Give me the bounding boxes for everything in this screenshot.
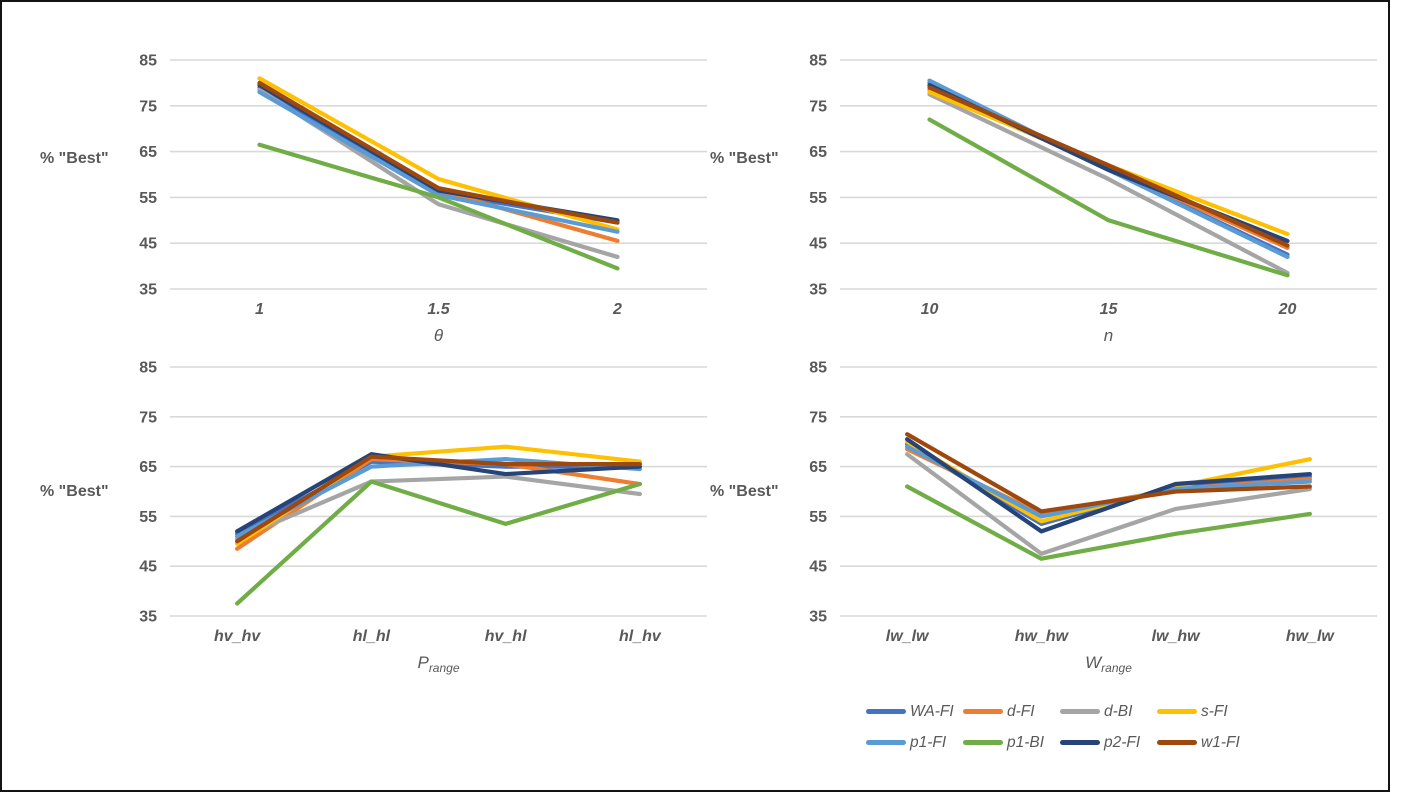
x-tick-label: 1 — [255, 301, 264, 318]
y-tick-label: 75 — [809, 98, 827, 115]
legend-item-p1-bi: p1-BI — [963, 732, 1060, 753]
y-tick-label: 85 — [139, 360, 157, 377]
figure-frame — [0, 0, 1390, 792]
series-line-w1-FI — [257, 80, 620, 225]
series-line-w1-FI — [905, 432, 1312, 514]
legend-swatch-s-fi — [1157, 709, 1197, 714]
legend-item-p1-fi: p1-FI — [866, 732, 963, 753]
y-tick-label: 65 — [809, 459, 827, 476]
x-tick-label: hv_hl — [485, 628, 527, 645]
legend-item-w1-fi: w1-FI — [1157, 732, 1254, 753]
y-tick-label: 65 — [809, 144, 827, 161]
series-line-d-BI — [927, 92, 1290, 276]
x-tick-label: hw_lw — [1286, 628, 1336, 645]
x-tick-label: hw_hw — [1015, 628, 1070, 645]
y-tick-label: 55 — [139, 509, 157, 526]
series-line-p2-FI — [235, 452, 642, 534]
legend-item-p2-fi: p2-FI — [1060, 732, 1157, 753]
y-tick-label: 85 — [809, 53, 827, 70]
y-tick-label: 35 — [809, 609, 827, 626]
legend-swatch-p1-fi — [866, 740, 906, 745]
x-tick-label: 20 — [1278, 301, 1297, 318]
y-tick-label: 55 — [809, 509, 827, 526]
x-tick-label: 10 — [921, 301, 939, 318]
y-tick-label: 55 — [809, 190, 827, 207]
chart-theta-plot: 85 75 65 55 45 35 % "Best" 1 1.5 2 θ — [40, 53, 707, 345]
series-line-w1-FI — [927, 85, 1290, 248]
legend-item-d-fi: d-FI — [963, 701, 1060, 722]
x-axis-title: θ — [434, 326, 444, 345]
series-line-p1-BI — [927, 117, 1290, 278]
y-tick-label: 35 — [139, 609, 157, 626]
legend-label: w1-FI — [1201, 733, 1240, 751]
series-line-p1-BI — [905, 484, 1312, 561]
x-tick-label: hv_hv — [214, 628, 261, 645]
series-line-w1-FI — [235, 454, 642, 544]
legend-label: d-BI — [1104, 702, 1133, 720]
x-tick-label: 15 — [1100, 301, 1119, 318]
y-tick-label: 85 — [139, 53, 157, 70]
series-line-p2-FI — [905, 437, 1312, 534]
x-tick-label: 2 — [612, 301, 622, 318]
series-line-d-BI — [235, 474, 642, 541]
legend-label: s-FI — [1201, 702, 1228, 720]
series-line-p1-FI — [257, 89, 620, 234]
legend-swatch-p1-bi — [963, 740, 1003, 745]
y-tick-label: 45 — [809, 236, 827, 253]
legend-item-d-bi: d-BI — [1060, 701, 1157, 722]
y-tick-label: 75 — [139, 98, 157, 115]
legend-swatch-wa-fi — [866, 709, 906, 714]
y-tick-label: 45 — [139, 559, 157, 576]
y-axis-title: % "Best" — [40, 483, 109, 500]
x-tick-label: lw_hw — [1152, 628, 1202, 645]
legend-label: p2-FI — [1104, 733, 1141, 751]
chart-prange-plot: 85 75 65 55 45 35 % "Best" hv_hv hl_hl hv_hl hl_hv… — [40, 360, 707, 675]
y-tick-label: 65 — [139, 459, 157, 476]
y-tick-label: 85 — [809, 360, 827, 377]
y-tick-label: 55 — [139, 190, 157, 207]
x-tick-label: 1.5 — [427, 301, 450, 318]
y-tick-label: 75 — [809, 409, 827, 426]
chart-prange: 85 75 65 55 45 35 % "Best" hv_hv hl_hl hv_hl hl_hv… — [30, 355, 730, 690]
x-axis-title: Wrange — [1085, 653, 1132, 675]
legend-swatch-p2-fi — [1060, 740, 1100, 745]
legend-swatch-d-fi — [963, 709, 1003, 714]
legend-label: WA-FI — [910, 702, 954, 720]
x-axis-title: Prange — [417, 653, 459, 675]
legend-swatch-d-bi — [1060, 709, 1100, 714]
chart-theta: 85 75 65 55 45 35 % "Best" 1 1.5 2 θ — [30, 30, 730, 365]
y-axis-title: % "Best" — [710, 150, 779, 167]
chart-wrange-plot: 85 75 65 55 45 35 % "Best" lw_lw hw_hw lw_hw hw_lw… — [710, 360, 1377, 675]
chart-legend: WA-FI d-FI d-BI s-FI p1-FI p1-BI p2-FI w… — [866, 701, 1254, 753]
y-tick-label: 45 — [139, 236, 157, 253]
y-tick-label: 35 — [139, 282, 157, 299]
x-axis-title: n — [1104, 326, 1113, 345]
y-axis-title: % "Best" — [40, 150, 109, 167]
chart-n-plot: 85 75 65 55 45 35 % "Best" 10 15 20 n — [710, 53, 1377, 345]
chart-wrange: 85 75 65 55 45 35 % "Best" lw_lw hw_hw lw_hw hw_lw… — [700, 355, 1400, 690]
legend-item-s-fi: s-FI — [1157, 701, 1254, 722]
x-tick-label: hl_hv — [619, 628, 662, 645]
x-tick-label: lw_lw — [886, 628, 930, 645]
y-tick-label: 75 — [139, 409, 157, 426]
series-line-p1-BI — [235, 479, 642, 606]
legend-label: p1-BI — [1007, 733, 1045, 751]
y-tick-label: 35 — [809, 282, 827, 299]
series-line-s-FI — [257, 76, 620, 232]
chart-n: 85 75 65 55 45 35 % "Best" 10 15 20 n — [700, 30, 1400, 365]
legend-label: d-FI — [1007, 702, 1035, 720]
legend-item-wa-fi: WA-FI — [866, 701, 963, 722]
y-tick-label: 45 — [809, 559, 827, 576]
x-tick-label: hl_hl — [353, 628, 391, 645]
y-tick-label: 65 — [139, 144, 157, 161]
y-axis-title: % "Best" — [710, 483, 779, 500]
legend-swatch-w1-fi — [1157, 740, 1197, 745]
series-line-d-BI — [905, 452, 1312, 556]
legend-label: p1-FI — [910, 733, 947, 751]
series-line-p1-BI — [257, 142, 620, 271]
